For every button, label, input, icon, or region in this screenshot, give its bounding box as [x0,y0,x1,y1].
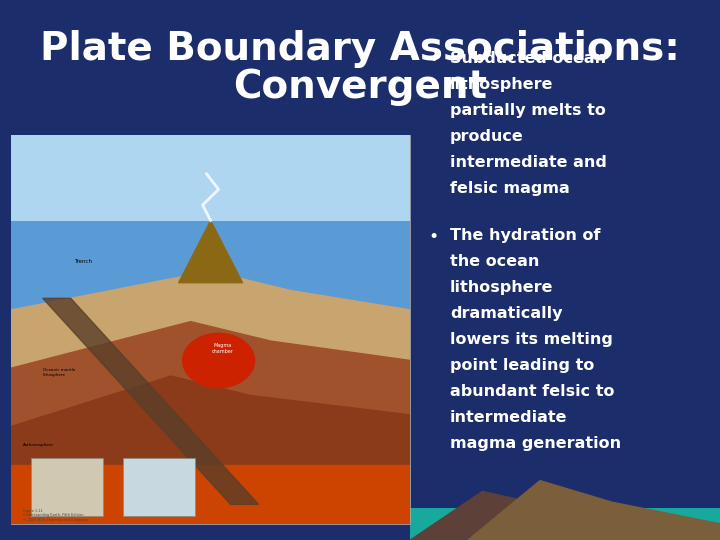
Text: Subducted ocean: Subducted ocean [450,51,606,66]
Polygon shape [183,333,255,388]
Polygon shape [11,376,410,524]
Bar [122,458,194,516]
Text: •: • [428,228,438,246]
Bar [11,135,410,310]
Text: produce: produce [450,129,523,144]
Text: magma generation: magma generation [450,436,621,451]
Text: Figure 1-11
Understanding Earth, Fifth Edition
© 2007 W.H. Freeman and Company: Figure 1-11 Understanding Earth, Fifth E… [23,509,88,522]
Text: Magma
chamber: Magma chamber [212,343,233,354]
Text: intermediate: intermediate [450,410,567,425]
Text: lithosphere: lithosphere [450,280,554,295]
Text: lithosphere: lithosphere [450,77,554,92]
Text: Asthenosphere: Asthenosphere [23,443,54,447]
Bar [31,458,103,516]
Polygon shape [468,481,720,540]
Polygon shape [410,491,720,540]
Text: dramatically: dramatically [450,306,562,321]
Text: •: • [428,51,438,69]
Bar [11,135,410,220]
Text: point leading to: point leading to [450,358,595,373]
Polygon shape [11,465,410,524]
Polygon shape [11,322,410,524]
Text: partially melts to: partially melts to [450,103,606,118]
Polygon shape [179,220,243,283]
Text: the ocean: the ocean [450,254,539,269]
Text: Oceanic mantle
lithosphere: Oceanic mantle lithosphere [42,368,75,377]
Text: felsic magma: felsic magma [450,181,570,196]
Polygon shape [11,271,410,524]
Bar [410,508,720,540]
Text: abundant felsic to: abundant felsic to [450,384,614,399]
Text: The hydration of: The hydration of [450,228,600,244]
Text: intermediate and: intermediate and [450,155,607,170]
Bar [11,135,410,524]
Text: Plate Boundary Associations:: Plate Boundary Associations: [40,30,680,68]
Polygon shape [42,298,258,504]
Text: Trench: Trench [73,259,91,264]
Text: lowers its melting: lowers its melting [450,332,613,347]
Text: Convergent: Convergent [233,68,487,105]
